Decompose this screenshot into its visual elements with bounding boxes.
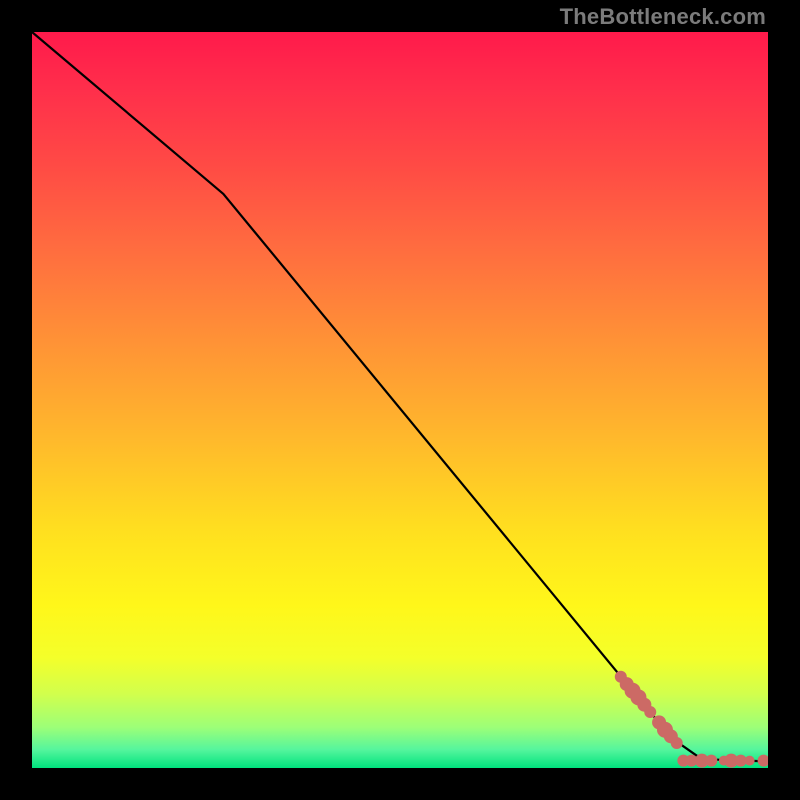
plot-svg: [32, 32, 768, 768]
data-marker: [671, 737, 683, 749]
data-marker: [745, 756, 755, 766]
watermark-text: TheBottleneck.com: [560, 4, 766, 30]
data-marker: [705, 755, 717, 767]
plot-area: [32, 32, 768, 768]
chart-frame: TheBottleneck.com: [0, 0, 800, 800]
gradient-background: [32, 32, 768, 768]
data-marker: [644, 706, 656, 718]
